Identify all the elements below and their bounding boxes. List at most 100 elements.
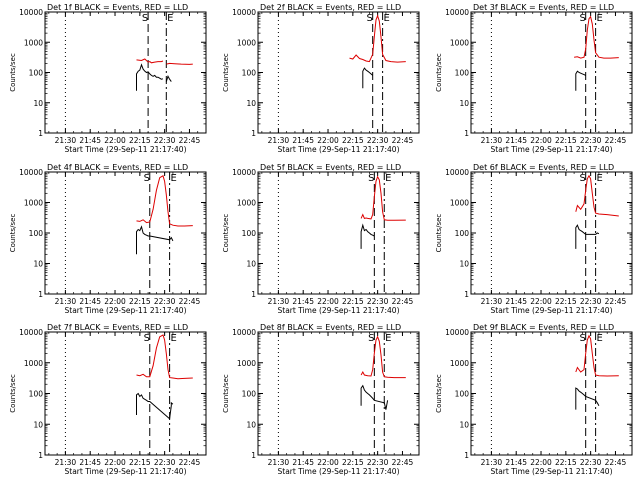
- panel-det-4: Det 4f BLACK = Events, RED = LLD 1 10 100 10…: [9, 163, 207, 315]
- lld-series-line: [349, 14, 406, 63]
- plot-frame: [257, 171, 420, 295]
- y-tick-label: 10: [33, 260, 43, 269]
- events-series-line: [136, 225, 174, 255]
- lld-series-line: [574, 15, 619, 59]
- x-tick-label: 22:00: [317, 136, 339, 145]
- x-tick-label: 21:45: [505, 458, 527, 467]
- y-tick-label: 10: [33, 99, 43, 108]
- x-axis-label: Start Time (29-Sep-11 21:17:40): [278, 306, 400, 315]
- y-tick-label: 10000: [19, 168, 43, 177]
- plot-frame: [470, 11, 633, 134]
- plot-frame: [44, 171, 207, 295]
- x-tick-label: 22:45: [179, 297, 201, 306]
- lld-series-line: [360, 335, 406, 379]
- x-tick-label: 21:30: [481, 136, 503, 145]
- y-tick-label: 100: [455, 69, 470, 78]
- x-tick-label: 22:30: [154, 297, 176, 306]
- panel-title: Det 8f BLACK = Events, RED = LLD: [260, 323, 401, 332]
- y-tick-label: 10000: [19, 8, 43, 17]
- panel-title: Det 4f BLACK = Events, RED = LLD: [47, 163, 188, 172]
- panel-title: Det 3f BLACK = Events, RED = LLD: [473, 3, 614, 12]
- plot-frame: [44, 11, 207, 134]
- y-axis-label: Counts/sec: [222, 374, 230, 413]
- marker-e-label: E: [596, 333, 602, 344]
- marker-e-label: E: [385, 173, 391, 184]
- lld-series-line: [136, 58, 193, 65]
- y-axis-label: Counts/sec: [435, 214, 443, 253]
- y-tick-label: 1: [38, 129, 43, 138]
- marker-s-label: S: [368, 173, 374, 184]
- y-tick-label: 1: [464, 129, 469, 138]
- lld-series-line: [136, 334, 193, 380]
- x-axis-label: Start Time (29-Sep-11 21:17:40): [65, 145, 187, 154]
- y-tick-label: 10000: [445, 8, 469, 17]
- y-axis-label: Counts/sec: [9, 374, 17, 413]
- y-tick-label: 100: [242, 390, 257, 399]
- x-tick-label: 22:45: [605, 136, 627, 145]
- x-tick-label: 22:00: [530, 297, 552, 306]
- x-tick-label: 21:30: [268, 136, 290, 145]
- plot-frame: [257, 11, 420, 134]
- y-axis-label: Counts/sec: [222, 214, 230, 253]
- panel-title: Det 2f BLACK = Events, RED = LLD: [260, 3, 401, 12]
- x-tick-label: 22:15: [342, 297, 364, 306]
- x-tick-label: 22:00: [104, 458, 126, 467]
- x-tick-label: 22:15: [555, 297, 577, 306]
- x-tick-label: 22:45: [392, 136, 414, 145]
- x-axis-label: Start Time (29-Sep-11 21:17:40): [491, 145, 613, 154]
- y-tick-label: 1000: [450, 359, 469, 368]
- x-axis-label: Start Time (29-Sep-11 21:17:40): [491, 306, 613, 315]
- y-tick-label: 10000: [232, 8, 256, 17]
- y-tick-label: 1000: [237, 38, 256, 47]
- y-tick-label: 1000: [237, 199, 256, 208]
- marker-s-label: S: [144, 173, 150, 184]
- x-tick-label: 22:30: [580, 297, 602, 306]
- marker-s-label: S: [580, 173, 586, 184]
- x-tick-label: 22:00: [317, 458, 339, 467]
- x-tick-label: 21:45: [292, 136, 314, 145]
- x-tick-label: 22:45: [179, 458, 201, 467]
- x-axis-label: Start Time (29-Sep-11 21:17:40): [278, 467, 400, 476]
- marker-e-label: E: [596, 173, 602, 184]
- lld-series-line: [136, 175, 193, 227]
- x-tick-label: 22:00: [530, 136, 552, 145]
- y-tick-label: 1000: [24, 38, 43, 47]
- y-tick-label: 10: [459, 260, 469, 269]
- x-axis-label: Start Time (29-Sep-11 21:17:40): [65, 306, 187, 315]
- x-tick-label: 22:15: [129, 458, 151, 467]
- events-series-line: [575, 387, 600, 410]
- y-tick-label: 1: [251, 290, 256, 299]
- y-tick-label: 100: [242, 69, 257, 78]
- panel-det-3: Det 3f BLACK = Events, RED = LLD 1 10 100 10…: [435, 3, 633, 154]
- panel-det-1: Det 1f BLACK = Events, RED = LLD 1 10 100 10…: [9, 3, 207, 154]
- y-tick-label: 10: [246, 420, 256, 429]
- y-tick-label: 1000: [24, 199, 43, 208]
- x-tick-label: 21:30: [55, 297, 77, 306]
- marker-s-label: S: [368, 333, 374, 344]
- x-tick-label: 22:00: [530, 458, 552, 467]
- y-tick-label: 100: [29, 390, 44, 399]
- y-tick-label: 100: [455, 229, 470, 238]
- panel-det-7: Det 7f BLACK = Events, RED = LLD 1 10 100 10…: [9, 323, 207, 476]
- y-tick-label: 100: [29, 229, 44, 238]
- x-tick-label: 22:15: [129, 297, 151, 306]
- x-tick-label: 22:00: [104, 136, 126, 145]
- marker-s-label: S: [142, 13, 148, 24]
- panel-det-8: Det 8f BLACK = Events, RED = LLD 1 10 100 10…: [222, 323, 420, 476]
- x-tick-label: 22:45: [392, 458, 414, 467]
- panel-det-5: Det 5f BLACK = Events, RED = LLD 1 10 100 10…: [222, 163, 420, 315]
- y-tick-label: 10: [33, 420, 43, 429]
- x-tick-label: 22:15: [555, 136, 577, 145]
- y-tick-label: 10000: [232, 328, 256, 337]
- y-tick-label: 100: [29, 69, 44, 78]
- x-axis-label: Start Time (29-Sep-11 21:17:40): [65, 467, 187, 476]
- y-tick-label: 1: [38, 451, 43, 460]
- panel-det-2: Det 2f BLACK = Events, RED = LLD 1 10 100 10…: [222, 3, 420, 154]
- events-series-line: [360, 223, 375, 249]
- y-tick-label: 1: [464, 451, 469, 460]
- marker-e-label: E: [383, 13, 389, 24]
- x-tick-label: 21:45: [292, 458, 314, 467]
- x-tick-label: 21:45: [79, 458, 101, 467]
- y-axis-label: Counts/sec: [9, 53, 17, 92]
